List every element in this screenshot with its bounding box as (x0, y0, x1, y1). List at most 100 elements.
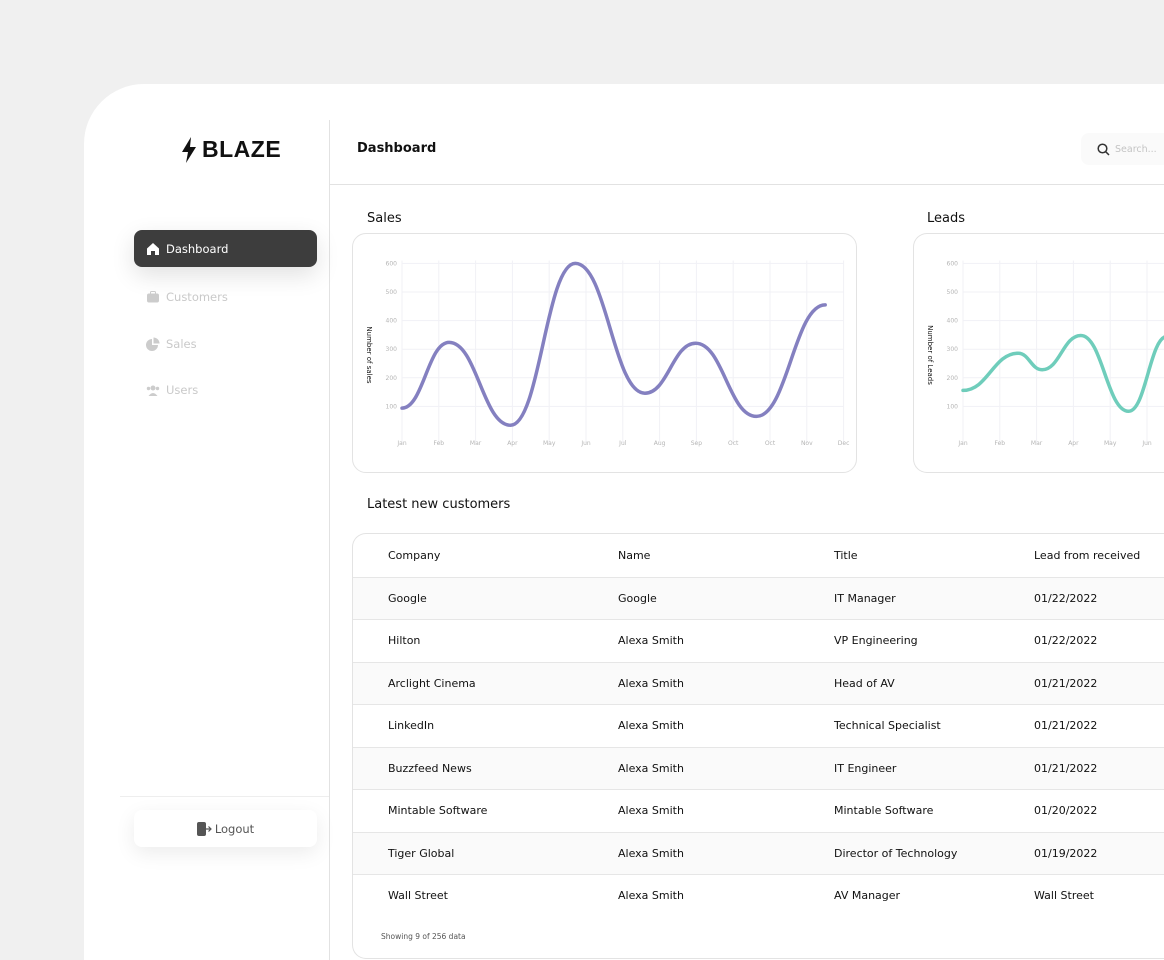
sidebar-item-customers[interactable]: Customers (134, 278, 317, 315)
table-row[interactable]: Hilton Alexa Smith VP Engineering 01/22/202… (353, 619, 1164, 662)
table-cell: LinkedIn (388, 719, 435, 733)
sales-title: Sales (367, 211, 402, 226)
y-tick-label: 500 (386, 289, 398, 296)
x-tick-label: Feb (994, 440, 1005, 447)
y-tick-label: 100 (386, 403, 398, 410)
page-title: Dashboard (357, 141, 437, 156)
y-tick-label: 500 (947, 289, 959, 296)
search-icon (1097, 142, 1110, 156)
customers-title: Latest new customers (367, 497, 511, 512)
series-line (961, 333, 1164, 414)
x-tick-label: Dec (838, 440, 850, 447)
column-header: Title (834, 548, 858, 562)
table-cell: Alexa Smith (618, 634, 684, 648)
x-tick-label: Jan (957, 440, 967, 447)
pie-chart-icon (146, 337, 160, 351)
x-tick-label: May (1104, 440, 1117, 447)
x-tick-label: Apr (1068, 440, 1079, 447)
table-cell: IT Manager (834, 591, 896, 605)
table-cell: Tiger Global (388, 846, 455, 860)
table-cell: 01/19/2022 (1034, 846, 1098, 860)
sidebar: BLAZE Dashboard Customers Sales Users Lo… (120, 120, 330, 960)
table-cell: Director of Technology (834, 846, 958, 860)
column-header: Company (388, 548, 441, 562)
table-row[interactable]: Arclight Cinema Alexa Smith Head of AV 01/2… (353, 661, 1164, 704)
table-cell: Google (388, 591, 427, 605)
sidebar-item-label: Customers (166, 289, 228, 304)
y-tick-label: 200 (386, 375, 398, 382)
table-row[interactable]: Mintable Software Alexa Smith Mintable Sof… (353, 789, 1164, 832)
table-cell: 01/21/2022 (1034, 676, 1098, 690)
y-tick-label: 400 (386, 318, 398, 325)
logout-button[interactable]: Logout (134, 810, 317, 847)
table-cell: 01/22/2022 (1034, 591, 1098, 605)
briefcase-icon (147, 290, 159, 302)
table-cell: Wall Street (1034, 889, 1094, 903)
table-header: Company Name Title Lead from received (353, 534, 1164, 577)
table-cell: Mintable Software (834, 804, 934, 818)
brand-logo: BLAZE (180, 136, 281, 163)
table-cell: VP Engineering (834, 634, 918, 648)
table-cell: 01/20/2022 (1034, 804, 1098, 818)
table-row[interactable]: LinkedIn Alexa Smith Technical Specialist 0… (353, 704, 1164, 747)
sidebar-item-dashboard[interactable]: Dashboard (134, 230, 317, 267)
x-tick-label: Jun (580, 440, 591, 447)
table-cell: Arclight Cinema (388, 676, 476, 690)
y-tick-label: 100 (947, 403, 959, 410)
table-cell: Technical Specialist (834, 719, 941, 733)
column-header: Lead from received (1034, 548, 1141, 562)
x-tick-label: Sep (691, 440, 703, 447)
header: Dashboard Search... (330, 120, 1164, 185)
x-tick-label: May (543, 440, 556, 447)
table-footer: Showing 9 of 256 data (381, 932, 466, 941)
table-cell: Alexa Smith (618, 889, 684, 903)
sales-chart: 100 200 300 400 500 600 Jan Feb Mar Apr May Jun Jul A… (352, 233, 857, 473)
table-cell: Google (618, 591, 657, 605)
y-axis-title: Number of Leads (926, 325, 934, 385)
y-tick-label: 400 (947, 318, 959, 325)
home-icon (147, 242, 159, 255)
leads-chart: 100 200 300 400 500 600 Jan Feb Mar Apr May Jun Numb… (913, 233, 1164, 473)
table-cell: Head of AV (834, 676, 895, 690)
search-input[interactable]: Search... (1081, 133, 1164, 165)
x-tick-label: Oct (728, 440, 739, 447)
x-tick-label: Jan (396, 440, 406, 447)
table-row[interactable]: Tiger Global Alexa Smith Director of Techn… (353, 831, 1164, 874)
sidebar-item-users[interactable]: Users (134, 371, 317, 408)
y-tick-label: 300 (947, 346, 959, 353)
x-tick-label: Apr (507, 440, 518, 447)
table-row[interactable]: Google Google IT Manager 01/22/2022 (353, 576, 1164, 619)
leads-title: Leads (927, 211, 966, 226)
y-axis-title: Number of sales (365, 326, 373, 384)
sidebar-item-label: Dashboard (166, 241, 229, 256)
table-cell: Alexa Smith (618, 676, 684, 690)
y-tick-label: 300 (386, 346, 398, 353)
table-cell: IT Engineer (834, 761, 897, 775)
x-tick-label: Nov (801, 440, 813, 447)
table-cell: Alexa Smith (618, 804, 684, 818)
y-tick-label: 200 (947, 375, 959, 382)
x-tick-label: Feb (433, 440, 444, 447)
chart-svg: 100 200 300 400 500 600 Jan Feb Mar Apr May Jun Numb… (926, 260, 1164, 447)
divider (120, 796, 329, 797)
lightning-bolt-icon (182, 136, 196, 163)
y-tick-label: 600 (386, 260, 398, 267)
table-row[interactable]: Wall Street Alexa Smith AV Manager Wall Str… (353, 874, 1164, 917)
users-icon (146, 385, 160, 396)
table-cell: 01/22/2022 (1034, 634, 1098, 648)
table-cell: Alexa Smith (618, 761, 684, 775)
x-tick-label: Aug (654, 440, 666, 447)
sidebar-item-sales[interactable]: Sales (134, 325, 317, 362)
table-cell: 01/21/2022 (1034, 761, 1098, 775)
table-cell: Alexa Smith (618, 719, 684, 733)
x-tick-label: Mar (1031, 440, 1043, 447)
x-tick-label: Mar (470, 440, 482, 447)
table-row[interactable]: Buzzfeed News Alexa Smith IT Engineer 01/21… (353, 746, 1164, 789)
table-cell: AV Manager (834, 889, 901, 903)
column-header: Name (618, 548, 651, 562)
table-cell: Wall Street (388, 889, 448, 903)
table-cell: Buzzfeed News (388, 761, 472, 775)
x-tick-label: Jul (618, 440, 627, 447)
logout-icon (196, 821, 212, 836)
table-cell: Hilton (388, 634, 421, 648)
